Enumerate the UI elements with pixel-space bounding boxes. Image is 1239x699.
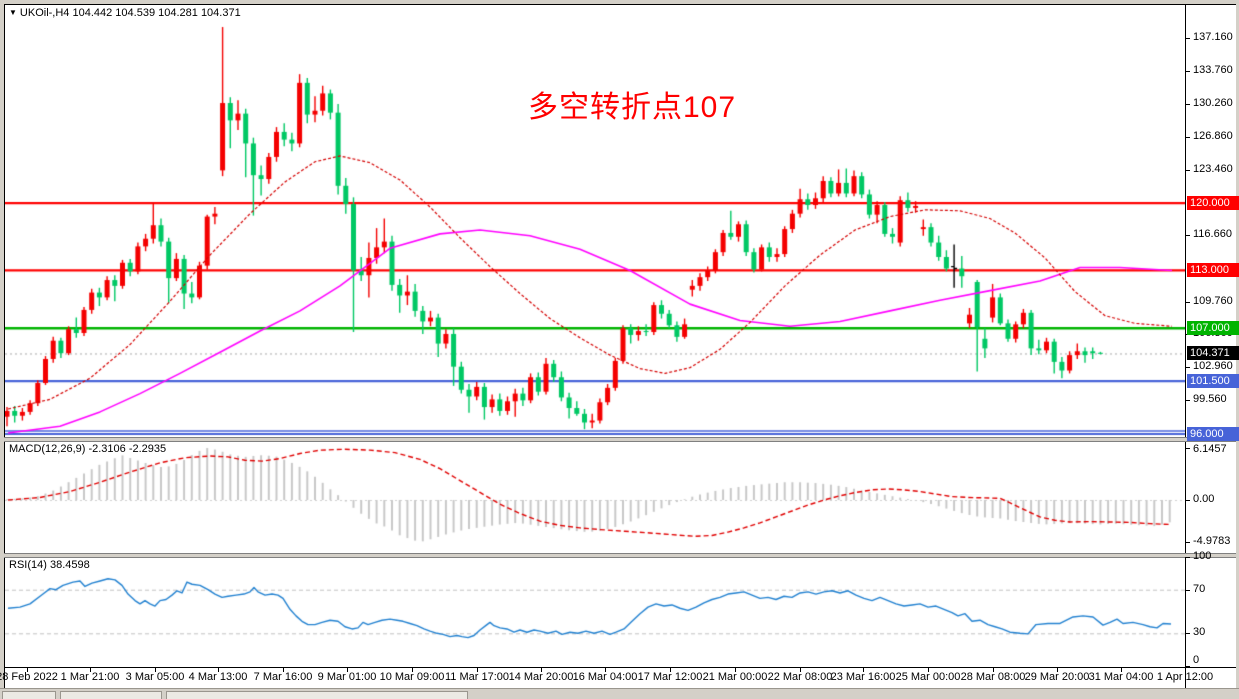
- price-level-badge: 104.371: [1187, 346, 1239, 360]
- time-tick: [800, 667, 801, 672]
- time-tick-label: 17 Mar 12:00: [637, 671, 703, 683]
- price-level-badge: 120.000: [1187, 196, 1239, 210]
- time-tick: [993, 667, 994, 672]
- price-tick: [1185, 71, 1190, 72]
- indicator-tick-label: 100: [1193, 550, 1212, 562]
- time-tick: [541, 667, 542, 672]
- indicator-tick: [1185, 590, 1190, 591]
- price-tick: [1185, 170, 1190, 171]
- time-tick-label: 16 Mar 04:00: [572, 671, 638, 683]
- time-tick: [90, 667, 91, 672]
- indicator-tick-label: 0.00: [1193, 493, 1215, 505]
- price-tick-label: 109.760: [1193, 295, 1233, 307]
- macd-panel-canvas[interactable]: [5, 441, 1185, 553]
- time-tick: [283, 667, 284, 672]
- symbol-ohlc-text: UKOil-,H4 104.442 104.539 104.281 104.37…: [19, 7, 241, 19]
- chart-text-annotation[interactable]: 多空转折点107: [528, 91, 737, 124]
- time-tick-label: 31 Mar 04:00: [1088, 671, 1154, 683]
- price-level-badge: 96.000: [1187, 427, 1239, 441]
- time-tick: [863, 667, 864, 672]
- time-tick-label: 10 Mar 09:00: [379, 671, 445, 683]
- time-tick-label: 3 Mar 05:00: [125, 671, 185, 683]
- indicator-tick-label: 6.1457: [1193, 443, 1227, 455]
- price-tick: [1185, 38, 1190, 39]
- time-tick-label: 28 Mar 08:00: [960, 671, 1026, 683]
- panel-splitter[interactable]: [4, 553, 1236, 558]
- time-tick-label: 1 Mar 21:00: [60, 671, 120, 683]
- price-tick: [1185, 235, 1190, 236]
- price-tick-label: 102.960: [1193, 360, 1233, 372]
- time-tick: [605, 667, 606, 672]
- price-tick-label: 116.660: [1193, 228, 1232, 240]
- time-tick: [1185, 667, 1186, 672]
- indicator-tick-label: -4.9783: [1193, 535, 1231, 547]
- time-axis-line: [4, 667, 1236, 668]
- time-tick-label: 11 Mar 17:00: [444, 671, 510, 683]
- price-level-badge: 101.500: [1187, 374, 1239, 388]
- time-tick: [412, 667, 413, 672]
- time-tick: [735, 667, 736, 672]
- time-tick-label: 22 Mar 08:00: [767, 671, 833, 683]
- time-tick-label: 1 Apr 12:00: [1156, 671, 1214, 683]
- macd-indicator-label: MACD(12,26,9) -2.3106 -2.2935: [9, 443, 167, 455]
- price-tick-label: 99.560: [1193, 393, 1227, 405]
- left-frame-line: [4, 4, 5, 688]
- indicator-tick-label: 0: [1193, 654, 1200, 666]
- bottom-tab[interactable]: [166, 691, 468, 699]
- time-tick-label: 28 Feb 2022: [0, 671, 58, 683]
- time-tick: [347, 667, 348, 672]
- time-tick: [1121, 667, 1122, 672]
- indicator-tick-label: 70: [1193, 583, 1206, 595]
- time-tick-label: 7 Mar 16:00: [253, 671, 313, 683]
- time-tick-label: 25 Mar 00:00: [895, 671, 961, 683]
- time-tick-label: 4 Mar 13:00: [188, 671, 248, 683]
- price-tick: [1185, 400, 1190, 401]
- price-tick: [1185, 367, 1190, 368]
- price-tick-label: 137.160: [1193, 31, 1233, 43]
- rsi-indicator-label: RSI(14) 38.4598: [9, 559, 90, 571]
- chart-symbol-title: ▼ UKOil-,H4 104.442 104.539 104.281 104.3…: [9, 7, 241, 19]
- price-tick: [1185, 104, 1190, 105]
- time-tick-label: 9 Mar 01:00: [317, 671, 377, 683]
- indicator-tick: [1185, 633, 1190, 634]
- time-tick-label: 14 Mar 20:00: [508, 671, 574, 683]
- window-bottom-strip: [0, 688, 1239, 699]
- axis-separator-line: [1185, 4, 1186, 688]
- time-tick: [218, 667, 219, 672]
- top-frame-line: [4, 4, 1236, 5]
- indicator-tick: [1185, 448, 1190, 449]
- indicator-tick: [1185, 557, 1190, 558]
- chevron-down-icon[interactable]: ▼: [9, 8, 17, 17]
- bottom-tab[interactable]: [60, 691, 162, 699]
- indicator-tick: [1185, 666, 1190, 667]
- main-chart-canvas[interactable]: [5, 5, 1185, 438]
- rsi-panel-canvas[interactable]: [5, 557, 1185, 666]
- time-tick: [928, 667, 929, 672]
- time-tick: [477, 667, 478, 672]
- price-tick: [1185, 302, 1190, 303]
- time-tick-label: 23 Mar 16:00: [830, 671, 896, 683]
- time-tick: [155, 667, 156, 672]
- price-tick-label: 126.860: [1193, 130, 1233, 142]
- price-tick: [1185, 137, 1190, 138]
- indicator-tick: [1185, 500, 1190, 501]
- price-tick-label: 123.460: [1193, 163, 1233, 175]
- price-tick-label: 130.260: [1193, 97, 1233, 109]
- indicator-tick-label: 30: [1193, 626, 1206, 638]
- time-tick: [670, 667, 671, 672]
- bottom-tab[interactable]: [2, 691, 56, 699]
- indicator-tick: [1185, 542, 1190, 543]
- time-tick-label: 21 Mar 00:00: [702, 671, 768, 683]
- panel-splitter[interactable]: [4, 437, 1236, 442]
- price-tick-label: 133.760: [1193, 64, 1233, 76]
- price-level-badge: 113.000: [1187, 263, 1239, 277]
- time-tick: [1057, 667, 1058, 672]
- price-level-badge: 107.000: [1187, 321, 1239, 335]
- time-tick: [27, 667, 28, 672]
- time-tick-label: 29 Mar 20:00: [1024, 671, 1090, 683]
